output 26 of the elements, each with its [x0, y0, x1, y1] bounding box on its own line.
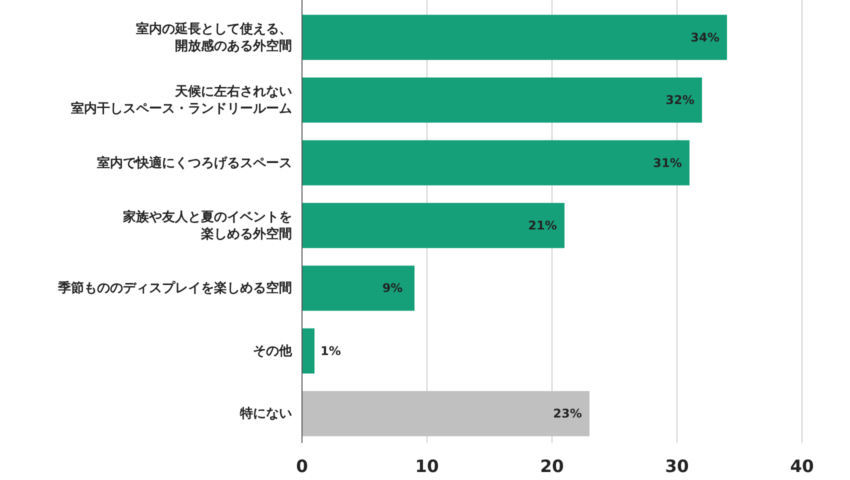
data-label: 9% — [382, 281, 403, 296]
y-tick-label: 室内の延長として使える、開放感のある外空間 — [136, 20, 292, 54]
bar — [302, 77, 702, 123]
y-tick-label: その他 — [253, 343, 293, 358]
x-tick-label: 40 — [790, 457, 814, 477]
y-tick-label: 天候に左右されない室内干しスペース・ランドリールーム — [71, 84, 292, 116]
data-label: 32% — [666, 93, 694, 108]
data-label: 1% — [320, 344, 341, 358]
data-label: 23% — [553, 406, 582, 421]
bar — [302, 140, 690, 186]
x-tick-label: 0 — [296, 457, 308, 477]
bar — [302, 14, 727, 60]
y-tick-label: 季節もののディスプレイを楽しめる空間 — [57, 280, 292, 296]
bar — [302, 328, 314, 374]
x-tick-label: 20 — [540, 457, 564, 477]
y-tick-label: 家族や友人と夏のイベントを楽しめる外空間 — [122, 208, 292, 242]
data-label: 21% — [528, 218, 557, 232]
bar — [302, 202, 564, 248]
x-tick-label: 10 — [415, 457, 439, 477]
x-tick-label: 30 — [665, 457, 689, 477]
data-label: 34% — [690, 30, 720, 44]
bar — [302, 266, 414, 311]
y-tick-label: 特にない — [239, 406, 292, 422]
bar — [302, 391, 590, 436]
data-label: 31% — [653, 156, 682, 170]
y-tick-label: 室内で快適にくつろげるスペース — [97, 154, 292, 170]
